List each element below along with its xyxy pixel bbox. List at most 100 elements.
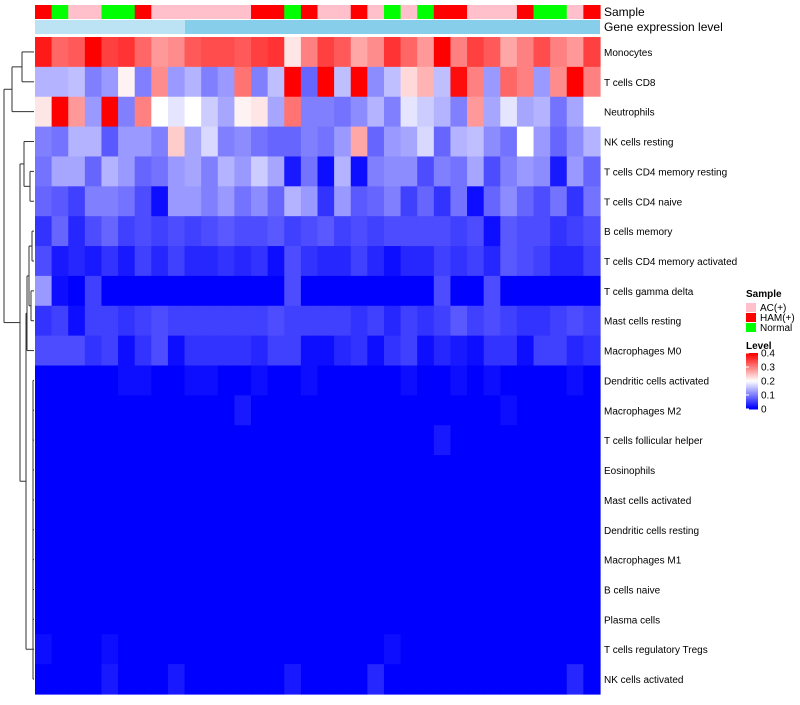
- heatmap-cell: [550, 634, 567, 664]
- heatmap-cell: [517, 216, 534, 246]
- heatmap-cell: [101, 395, 118, 425]
- heatmap-cell: [450, 186, 467, 216]
- heatmap-cell: [101, 306, 118, 336]
- heatmap-cell: [401, 455, 418, 485]
- heatmap-cell: [185, 575, 202, 605]
- row-label: Mast cells activated: [604, 496, 691, 507]
- level-legend-tick-label: 0.4: [761, 349, 775, 360]
- sample-annotation-cell: [467, 5, 484, 19]
- heatmap-cell: [168, 366, 185, 396]
- heatmap-cell: [500, 604, 517, 634]
- heatmap-cell: [218, 306, 235, 336]
- heatmap-cell: [417, 186, 434, 216]
- heatmap-cell: [550, 545, 567, 575]
- heatmap-cell: [268, 485, 285, 515]
- heatmap-cell: [484, 37, 501, 67]
- heatmap-cell: [550, 366, 567, 396]
- heatmap-cell: [234, 634, 251, 664]
- heatmap-cell: [268, 306, 285, 336]
- heatmap-cell: [384, 127, 401, 157]
- sample-annotation-cell: [151, 5, 168, 19]
- heatmap-cell: [334, 395, 351, 425]
- heatmap-cell: [334, 37, 351, 67]
- heatmap-cell: [318, 186, 335, 216]
- heatmap-cell: [484, 604, 501, 634]
- row-label: Dendritic cells resting: [604, 526, 699, 537]
- heatmap-cell: [318, 664, 335, 694]
- heatmap-cell: [85, 425, 102, 455]
- heatmap-cell: [434, 604, 451, 634]
- heatmap-cell: [450, 395, 467, 425]
- heatmap-cell: [185, 634, 202, 664]
- heatmap-cell: [450, 97, 467, 127]
- heatmap-cell: [151, 664, 168, 694]
- legend: Sample AC(+)HAM(+)Normal Level 0.40.30.2…: [746, 289, 795, 416]
- heatmap-cell: [35, 186, 52, 216]
- heatmap-cell: [101, 97, 118, 127]
- heatmap-cell: [168, 216, 185, 246]
- heatmap-cell: [367, 336, 384, 366]
- heatmap-cell: [467, 395, 484, 425]
- heatmap-cell: [550, 306, 567, 336]
- heatmap-cell: [234, 276, 251, 306]
- sample-legend-swatch: [746, 303, 756, 312]
- heatmap-cell: [52, 67, 69, 97]
- heatmap-cell: [135, 276, 152, 306]
- heatmap-cell: [384, 515, 401, 545]
- heatmap-cell: [583, 366, 600, 396]
- heatmap-cell: [367, 366, 384, 396]
- sample-legend-swatch: [746, 323, 756, 332]
- heatmap-cell: [85, 336, 102, 366]
- heatmap-cell: [434, 67, 451, 97]
- heatmap-cell: [450, 306, 467, 336]
- heatmap-cell: [268, 97, 285, 127]
- heatmap-cell: [351, 515, 368, 545]
- heatmap-cell: [101, 37, 118, 67]
- heatmap-cell: [500, 545, 517, 575]
- heatmap-cell: [500, 336, 517, 366]
- heatmap-cell: [417, 97, 434, 127]
- heatmap-cell: [201, 485, 218, 515]
- heatmap-cell: [185, 276, 202, 306]
- heatmap-cell: [52, 455, 69, 485]
- heatmap-cell: [467, 515, 484, 545]
- level-legend-tick-label: 0.1: [761, 391, 775, 402]
- heatmap-cell: [517, 276, 534, 306]
- row-label: Neutrophils: [604, 108, 655, 119]
- heatmap-cell: [268, 127, 285, 157]
- heatmap-cell: [52, 156, 69, 186]
- row-label: Plasma cells: [604, 615, 660, 626]
- heatmap-cell: [550, 127, 567, 157]
- heatmap-cell: [268, 634, 285, 664]
- sample-legend-label: Normal: [760, 323, 792, 334]
- heatmap-cell: [318, 455, 335, 485]
- sample-annotation-cell: [484, 5, 501, 19]
- heatmap-cell: [367, 664, 384, 694]
- heatmap-cell: [135, 216, 152, 246]
- heatmap-cell: [417, 366, 434, 396]
- heatmap-cell: [218, 395, 235, 425]
- heatmap-cell: [284, 216, 301, 246]
- heatmap-cell: [484, 485, 501, 515]
- heatmap-cell: [151, 67, 168, 97]
- heatmap-cell: [234, 246, 251, 276]
- heatmap-cell: [218, 545, 235, 575]
- heatmap-cell: [500, 366, 517, 396]
- heatmap-cell: [168, 306, 185, 336]
- heatmap-cell: [401, 425, 418, 455]
- heatmap-cell: [284, 186, 301, 216]
- heatmap-cell: [334, 575, 351, 605]
- heatmap-cell: [118, 575, 135, 605]
- heatmap-cell: [567, 336, 584, 366]
- heatmap-cell: [68, 425, 85, 455]
- sample-annotation-cell: [52, 5, 69, 19]
- heatmap-cell: [467, 97, 484, 127]
- heatmap-cell: [218, 455, 235, 485]
- heatmap-cell: [85, 575, 102, 605]
- heatmap-cell: [168, 336, 185, 366]
- heatmap-cell: [251, 276, 268, 306]
- heatmap-cell: [201, 186, 218, 216]
- heatmap-cell: [35, 515, 52, 545]
- heatmap-cell: [118, 216, 135, 246]
- heatmap-cell: [334, 156, 351, 186]
